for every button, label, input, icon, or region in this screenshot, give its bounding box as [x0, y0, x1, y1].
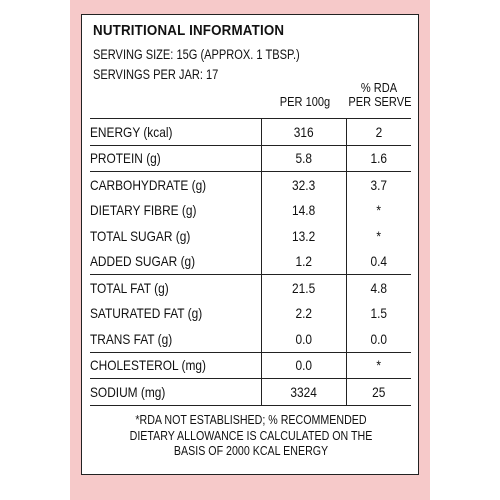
- row-per100g: 2.2: [295, 305, 313, 322]
- row-per100g: 21.5: [292, 279, 316, 296]
- row-label: ADDED SUGAR (g): [90, 253, 196, 270]
- footnote-line: *RDA NOT ESTABLISHED; % RECOMMENDED: [135, 412, 367, 427]
- column-header-rda-line2: PER SERVE: [348, 94, 412, 109]
- row-label: SATURATED FAT (g): [90, 305, 203, 322]
- serving-size: SERVING SIZE: 15G (APPROX. 1 TBSP.): [93, 47, 300, 62]
- table-row: CARBOHYDRATE (g) 32.3 3.7: [90, 171, 411, 198]
- row-per100g: 3324: [290, 383, 318, 400]
- column-header-rda-line1: % RDA: [360, 80, 398, 95]
- row-label: TOTAL SUGAR (g): [90, 227, 191, 244]
- column-header-rda: % RDA PER SERVE: [348, 80, 412, 109]
- row-label: SODIUM (mg): [90, 383, 166, 400]
- nutrition-panel: NUTRITIONAL INFORMATION SERVING SIZE: 15…: [81, 14, 419, 475]
- row-rda: 0.0: [370, 330, 388, 347]
- row-per100g: 0.0: [295, 357, 313, 374]
- row-label: CHOLESTEROL (mg): [90, 357, 206, 374]
- row-rda: 1.6: [370, 150, 388, 167]
- row-label: TOTAL FAT (g): [90, 279, 169, 296]
- row-per100g: 0.0: [295, 330, 313, 347]
- row-rda: 4.8: [370, 279, 388, 296]
- row-label: DIETARY FIBRE (g): [90, 202, 197, 219]
- row-label: ENERGY (kcal): [90, 123, 173, 140]
- row-per100g: 1.2: [295, 253, 313, 270]
- table-row: SODIUM (mg) 3324 25: [90, 378, 411, 406]
- footnote-line: DIETARY ALLOWANCE IS CALCULATED ON THE: [129, 427, 373, 443]
- column-header-per100g: PER 100g: [279, 94, 331, 109]
- servings-per-jar: SERVINGS PER JAR: 17: [93, 67, 219, 82]
- table-row: CHOLESTEROL (mg) 0.0 *: [90, 351, 411, 379]
- row-label: TRANS FAT (g): [90, 330, 173, 347]
- row-per100g: 32.3: [292, 176, 316, 193]
- row-rda: 25: [372, 383, 386, 400]
- row-per100g: 5.8: [295, 150, 313, 167]
- row-rda: 2: [375, 123, 383, 140]
- row-label: PROTEIN (g): [90, 150, 161, 167]
- row-rda: *: [376, 357, 382, 374]
- table-row: ADDED SUGAR (g) 1.2 0.4: [90, 248, 411, 275]
- row-rda: 1.5: [370, 305, 388, 322]
- row-label: CARBOHYDRATE (g): [90, 176, 207, 193]
- table-row: TRANS FAT (g) 0.0 0.0: [90, 326, 411, 352]
- table-row: ENERGY (kcal) 316 2: [90, 118, 411, 145]
- table-row: SATURATED FAT (g) 2.2 1.5: [90, 300, 411, 326]
- table-row: PROTEIN (g) 5.8 1.6: [90, 144, 411, 172]
- table-row: TOTAL SUGAR (g) 13.2 *: [90, 223, 411, 249]
- row-per100g: 316: [294, 123, 314, 140]
- row-per100g: 14.8: [292, 202, 316, 219]
- footnote: *RDA NOT ESTABLISHED; % RECOMMENDED DIET…: [82, 412, 420, 459]
- row-per100g: 13.2: [292, 227, 316, 244]
- row-rda: *: [376, 227, 382, 244]
- nutrition-table: ENERGY (kcal) 316 2 PROTEIN (g) 5.8 1.6 …: [90, 118, 411, 406]
- table-row: DIETARY FIBRE (g) 14.8 *: [90, 197, 411, 223]
- row-rda: 3.7: [370, 176, 388, 193]
- footnote-line: BASIS OF 2000 KCAL ENERGY: [173, 443, 329, 458]
- table-row: TOTAL FAT (g) 21.5 4.8: [90, 274, 411, 301]
- label-title: NUTRITIONAL INFORMATION: [93, 23, 285, 39]
- row-rda: *: [376, 202, 382, 219]
- row-rda: 0.4: [370, 253, 388, 270]
